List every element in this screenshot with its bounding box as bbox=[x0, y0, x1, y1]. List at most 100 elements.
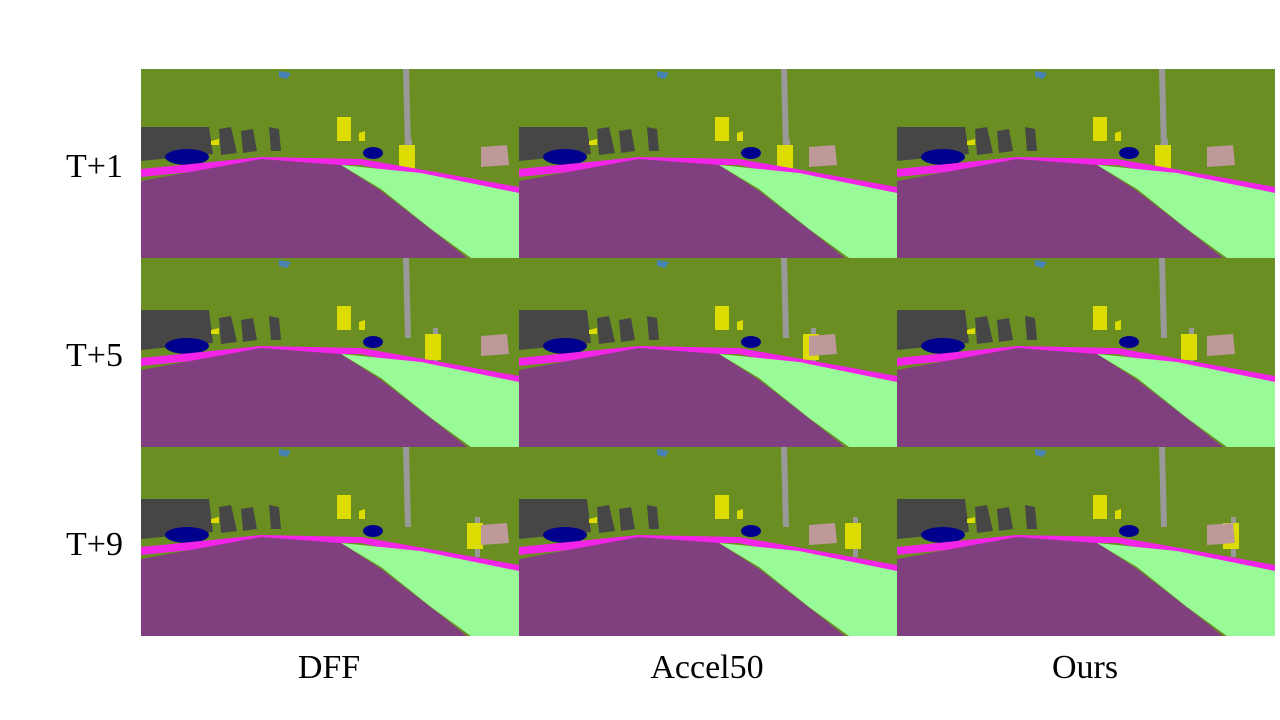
col-label-ours: Ours bbox=[1051, 649, 1119, 686]
row-label-t5: T+5 bbox=[66, 337, 123, 374]
pole-region bbox=[1159, 258, 1167, 338]
car-region bbox=[741, 525, 761, 537]
sky-region bbox=[1035, 260, 1047, 268]
car-region bbox=[165, 149, 209, 165]
row-label-t9: T+9 bbox=[66, 526, 123, 563]
traffic-sign-region bbox=[1093, 495, 1107, 519]
cell-ours-t9 bbox=[897, 447, 1275, 636]
cell-dff-t5 bbox=[141, 258, 519, 447]
car-region bbox=[165, 338, 209, 354]
road-region bbox=[141, 159, 467, 258]
traffic-sign-region bbox=[399, 145, 415, 171]
terrain-region bbox=[341, 165, 519, 258]
traffic-sign-region bbox=[337, 495, 351, 519]
cell-accel50-t5 bbox=[519, 258, 897, 447]
pole-region bbox=[1159, 447, 1167, 527]
segmentation-map bbox=[141, 258, 519, 447]
cell-accel50-t9 bbox=[519, 447, 897, 636]
road-region bbox=[897, 537, 1223, 636]
sky-region bbox=[279, 260, 291, 268]
sky-region bbox=[1035, 449, 1047, 457]
pole-region bbox=[1159, 69, 1167, 149]
pole-region bbox=[781, 258, 789, 338]
traffic-sign-region bbox=[467, 523, 483, 549]
cell-ours-t5 bbox=[897, 258, 1275, 447]
segmentation-map bbox=[519, 69, 897, 258]
segmentation-map bbox=[141, 69, 519, 258]
wall-region bbox=[809, 145, 837, 167]
col-label-dff: DFF bbox=[297, 649, 361, 686]
building-region bbox=[219, 505, 281, 533]
segmentation-map bbox=[897, 447, 1275, 636]
pole-region bbox=[781, 447, 789, 527]
car-region bbox=[1119, 336, 1139, 348]
car-region bbox=[165, 527, 209, 543]
car-region bbox=[363, 336, 383, 348]
building-region bbox=[975, 505, 1037, 533]
car-region bbox=[921, 149, 965, 165]
wall-region bbox=[481, 334, 509, 356]
terrain-region bbox=[719, 354, 897, 447]
pole-region bbox=[403, 69, 411, 149]
road-region bbox=[141, 537, 467, 636]
traffic-sign-region bbox=[845, 523, 861, 549]
traffic-sign-region bbox=[1093, 306, 1107, 330]
cell-ours-t1 bbox=[897, 69, 1275, 258]
traffic-sign-region bbox=[1181, 334, 1197, 360]
pole-region bbox=[403, 258, 411, 338]
car-region bbox=[1119, 147, 1139, 159]
sky-region bbox=[657, 449, 669, 457]
traffic-sign-region bbox=[715, 306, 729, 330]
car-region bbox=[543, 338, 587, 354]
traffic-sign-region bbox=[1093, 117, 1107, 141]
pole-region bbox=[781, 69, 789, 149]
car-region bbox=[921, 527, 965, 543]
row-label-t1: T+1 bbox=[66, 148, 123, 185]
traffic-sign-region bbox=[715, 495, 729, 519]
road-region bbox=[519, 537, 845, 636]
segmentation-map bbox=[141, 447, 519, 636]
wall-region bbox=[1207, 523, 1235, 545]
traffic-sign-region bbox=[425, 334, 441, 360]
wall-region bbox=[1207, 145, 1235, 167]
sky-region bbox=[657, 71, 669, 79]
building-region bbox=[597, 505, 659, 533]
wall-region bbox=[809, 334, 837, 356]
road-region bbox=[897, 159, 1223, 258]
car-region bbox=[543, 527, 587, 543]
wall-region bbox=[481, 145, 509, 167]
segmentation-map bbox=[519, 447, 897, 636]
traffic-sign-region bbox=[337, 117, 351, 141]
segmentation-map bbox=[897, 69, 1275, 258]
road-region bbox=[141, 348, 467, 447]
cell-dff-t9 bbox=[141, 447, 519, 636]
pole-region bbox=[403, 447, 411, 527]
traffic-sign-region bbox=[777, 145, 793, 171]
car-region bbox=[543, 149, 587, 165]
segmentation-map bbox=[519, 258, 897, 447]
road-region bbox=[519, 159, 845, 258]
terrain-region bbox=[1097, 354, 1275, 447]
car-region bbox=[363, 525, 383, 537]
terrain-region bbox=[341, 543, 519, 636]
wall-region bbox=[481, 523, 509, 545]
road-region bbox=[897, 348, 1223, 447]
road-region bbox=[519, 348, 845, 447]
terrain-region bbox=[341, 354, 519, 447]
terrain-region bbox=[1097, 165, 1275, 258]
terrain-region bbox=[1097, 543, 1275, 636]
building-region bbox=[597, 127, 659, 155]
building-region bbox=[975, 127, 1037, 155]
building-region bbox=[975, 316, 1037, 344]
car-region bbox=[363, 147, 383, 159]
sky-region bbox=[657, 260, 669, 268]
segmentation-map bbox=[897, 258, 1275, 447]
wall-region bbox=[1207, 334, 1235, 356]
cell-accel50-t1 bbox=[519, 69, 897, 258]
sky-region bbox=[279, 449, 291, 457]
car-region bbox=[741, 147, 761, 159]
col-label-accel50: Accel50 bbox=[650, 649, 764, 686]
car-region bbox=[921, 338, 965, 354]
segmentation-grid bbox=[141, 69, 1275, 636]
traffic-sign-region bbox=[337, 306, 351, 330]
